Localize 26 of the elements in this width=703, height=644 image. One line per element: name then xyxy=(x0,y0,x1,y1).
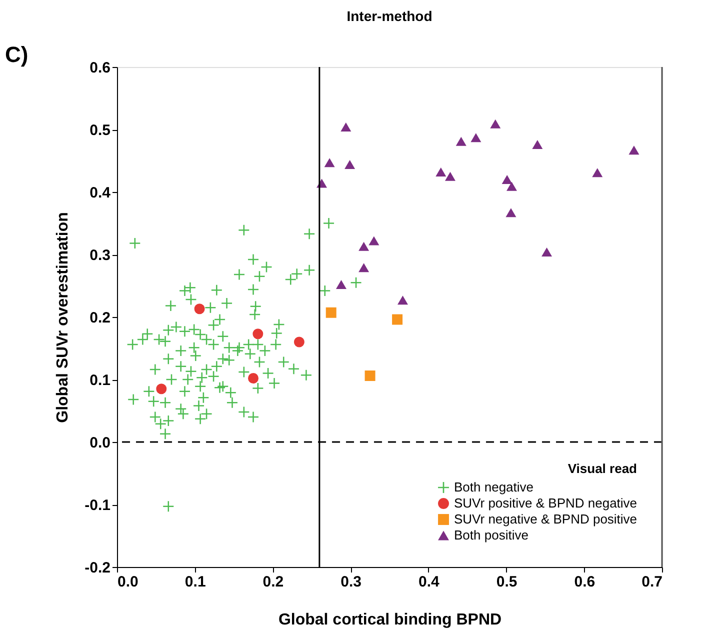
y-tick-label: 0.6 xyxy=(90,60,110,76)
legend-label: Both positive xyxy=(454,528,528,542)
y-tick-label: 0.4 xyxy=(90,184,112,202)
y-axis-title: Global SUVr overestimation xyxy=(54,212,72,423)
x-tick-label: 0.3 xyxy=(340,574,362,590)
x-tick-label: 0.5 xyxy=(496,574,518,590)
y-tick-label: 0.0 xyxy=(90,434,110,452)
y-tick-label: 0.3 xyxy=(90,247,110,264)
x-tick-label: 0.7 xyxy=(642,574,662,590)
chart-title: Inter-method xyxy=(346,8,432,24)
legend-label: SUVr negative & BPND positive xyxy=(454,512,638,526)
legend-label: Both negative xyxy=(454,480,534,494)
y-tick-label: 0.1 xyxy=(90,372,110,389)
x-tick-label: 0.6 xyxy=(574,574,596,590)
y-tick-label: 0.5 xyxy=(90,122,110,139)
y-tick-label: -0.1 xyxy=(84,497,110,514)
legend-label: SUVr positive & BPND negative xyxy=(454,496,638,510)
y-tick-label: 0.2 xyxy=(90,310,110,326)
x-tick-label: 0.1 xyxy=(184,574,206,590)
legend-title: Visual read xyxy=(568,461,638,476)
x-tick-label: 0.2 xyxy=(262,574,284,590)
x-tick-label: 0.0 xyxy=(118,574,138,590)
y-tick-label: -0.2 xyxy=(84,560,110,576)
text: C) xyxy=(5,42,28,67)
x-tick-label: 0.4 xyxy=(418,574,440,590)
x-axis-title: Global cortical binding BPND xyxy=(278,612,502,628)
